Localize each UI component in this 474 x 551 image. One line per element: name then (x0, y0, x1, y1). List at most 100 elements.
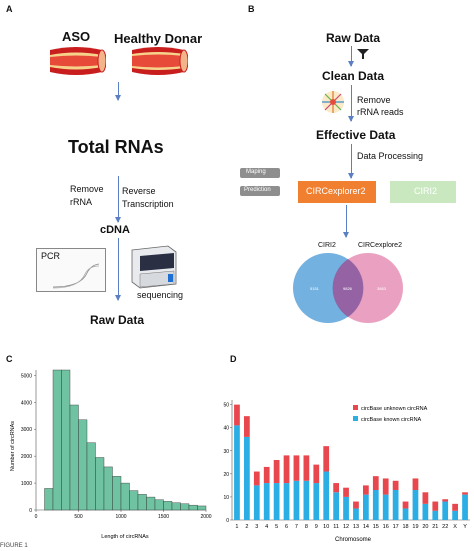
histogram-bar (78, 419, 88, 511)
bar-y-tick-label: 40 (223, 426, 229, 432)
chromosome-tick-label: 6 (285, 524, 288, 530)
bar-unknown-segment (263, 466, 270, 484)
pcr-box: PCR (36, 248, 106, 292)
bar-known-segment (402, 508, 409, 520)
histogram-bar (44, 488, 54, 511)
histogram-x-tick-label: 500 (74, 514, 83, 520)
raw-data-b-label: Raw Data (326, 31, 381, 45)
clean-data-label: Clean Data (322, 69, 385, 83)
histogram-bar (129, 490, 139, 511)
bar-known-segment (422, 503, 429, 520)
bar-known-segment (283, 483, 290, 520)
bar-unknown-segment (273, 460, 280, 484)
bar-unknown-segment (382, 478, 389, 495)
chromosome-tick-label: 2 (245, 524, 248, 530)
panel-letter-d: D (230, 354, 237, 364)
histogram-bar (146, 496, 156, 511)
rrna-reads-label: rRNA reads (357, 107, 404, 117)
bar-known-segment (412, 490, 419, 520)
histogram-y-tick-label: 3000 (21, 427, 32, 433)
raw-data-a-label: Raw Data (90, 313, 145, 327)
histogram-y-tick-label: 5000 (21, 373, 32, 379)
histogram-y-tick-label: 4000 (21, 400, 32, 406)
bar-unknown-segment (442, 499, 449, 502)
maping-badge: Maping (240, 168, 280, 178)
chromosome-tick-label: 18 (402, 524, 408, 530)
arrow-b1 (348, 46, 354, 67)
bar-unknown-segment (243, 416, 250, 437)
bar-unknown-segment (412, 478, 419, 490)
bar-known-segment (323, 471, 330, 520)
panel-letter-c: C (6, 354, 13, 364)
bar-known-segment (343, 496, 349, 520)
chromosome-tick-label: 14 (363, 524, 369, 530)
prediction-label: Prediction (244, 187, 271, 193)
chromosome-tick-label: 10 (323, 524, 329, 530)
bar-known-segment (273, 483, 280, 520)
bar-unknown-segment (313, 464, 320, 484)
arrow-a2 (115, 176, 121, 223)
bar-unknown-segment (462, 492, 468, 495)
bar-unknown-segment (432, 501, 439, 511)
bar-known-segment (243, 436, 250, 520)
bar-unknown-segment (293, 455, 300, 481)
chromosome-tick-label: X (453, 524, 457, 530)
chromosome-tick-label: 8 (305, 524, 308, 530)
legend-known-swatch (353, 416, 358, 421)
bar-known-segment (462, 494, 468, 520)
rrna-reads-icon (322, 91, 344, 113)
chromosome-tick-label: 9 (315, 524, 318, 530)
pcr-label: PCR (41, 251, 61, 261)
chromosome-tick-label: 7 (295, 524, 298, 530)
bar-unknown-segment (402, 501, 409, 509)
chromosome-tick-label: 4 (265, 524, 268, 530)
venn-right-label: CIRCexplore2 (358, 242, 402, 249)
histogram-x-tick-label: 1500 (158, 514, 169, 520)
effective-data-label: Effective Data (316, 128, 396, 142)
histogram-bar (95, 457, 105, 511)
bar-y-tick-label: 30 (223, 449, 229, 455)
chromosome-tick-label: 13 (353, 524, 359, 530)
remove-rrna-label-2: rRNA (70, 197, 92, 207)
bar-unknown-segment (392, 480, 399, 490)
histogram-x-tick-label: 2000 (200, 514, 211, 520)
bar-unknown-segment (362, 485, 369, 495)
venn-left-value: 5151 (310, 286, 320, 291)
histogram-bar (154, 499, 164, 511)
figure-label: FIGURE 1 (0, 543, 28, 549)
bar-known-segment (452, 510, 459, 520)
bar-y-tick-label: 50 (223, 403, 229, 409)
histogram-bar (180, 503, 190, 511)
histogram-xlabel: Length of circRNAs (101, 534, 149, 540)
bar-known-segment (392, 490, 399, 520)
ciri2-label: CIRI2 (414, 186, 438, 196)
bar-known-segment (353, 508, 359, 520)
prediction-badge: Prediction (240, 186, 280, 196)
bar-unknown-segment (323, 446, 330, 472)
bar-known-segment (372, 490, 379, 520)
legend-unknown-swatch (353, 405, 358, 410)
bar-unknown-segment (452, 503, 459, 511)
reverse-label-1: Reverse (122, 186, 156, 196)
maping-label: Maping (246, 169, 266, 175)
histogram-y-tick-label: 1000 (21, 481, 32, 487)
panel-letter-a: A (6, 4, 13, 14)
reverse-label-2: Transcription (122, 199, 174, 209)
sequencer-icon (131, 245, 177, 289)
bar-unknown-segment (353, 501, 359, 509)
bar-unknown-segment (303, 455, 310, 481)
chromosome-tick-label: 19 (412, 524, 418, 530)
arrow-b3 (348, 144, 354, 179)
bar-known-segment (432, 510, 439, 520)
bar-unknown-segment (372, 476, 379, 490)
histogram-bar (120, 482, 130, 511)
bar-y-tick-label: 0 (226, 518, 229, 524)
chromosome-tick-label: 11 (333, 524, 339, 530)
bar-known-segment (253, 485, 260, 520)
legend-unknown-label: circBase unknown circRNA (361, 406, 428, 412)
venn-left-label: CIRI2 (318, 242, 336, 249)
bar-known-segment (313, 483, 320, 520)
bar-known-segment (362, 494, 369, 520)
ciri2-box: CIRI2 (390, 181, 456, 203)
